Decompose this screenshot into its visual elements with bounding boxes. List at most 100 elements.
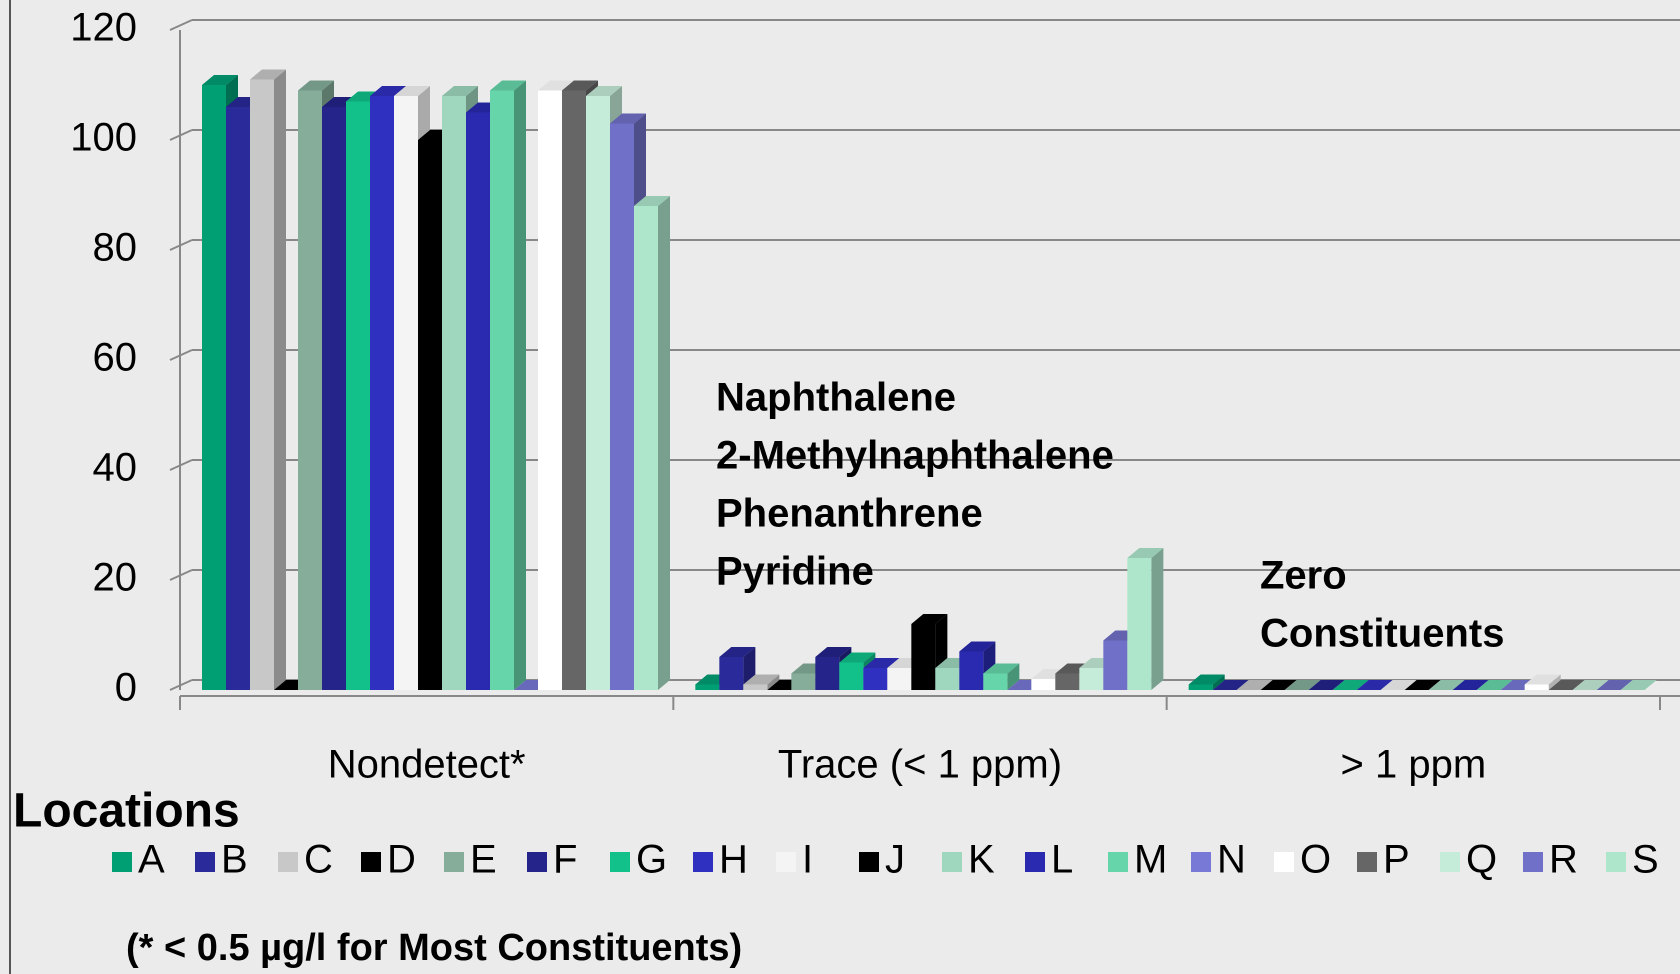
bar-front [863,668,888,690]
bar [743,674,780,690]
bar-front [935,668,960,690]
legend-swatch [942,852,962,872]
bar [1188,674,1225,690]
bar-top-shade [815,647,852,657]
annotation: Naphthalene [716,376,956,420]
bar-top-shade [1524,674,1561,685]
bar-front [490,90,514,690]
legend-label: N [1217,838,1246,882]
legend-swatch [195,852,215,872]
grid-line [169,19,193,31]
bar-side-shade [1212,674,1225,690]
bar-top-shade [1620,680,1657,690]
bar-front [250,79,274,690]
bar-top [610,113,646,124]
legend-label: O [1300,838,1331,882]
bar-top-shade [610,113,646,124]
y-tick-label: 0 [115,666,137,710]
bar-top-shade [983,663,1020,674]
bar-front [1188,684,1213,690]
bar [719,647,756,690]
y-tick-label: 40 [93,446,138,490]
legend-swatch [444,852,464,872]
plot: 0 20 40 60 80 100 120 Nondetect* Trace (< 1 ppm)… [70,6,1680,882]
legend-swatch [859,852,879,872]
bar [911,614,948,690]
bar-front [562,90,586,690]
bar-top [959,641,996,652]
bar-front [322,107,346,690]
bar-front [1524,684,1549,690]
bar-top-shade [1188,674,1225,685]
bar-front [466,112,490,690]
bar [1127,548,1164,690]
legend-swatch [278,852,298,872]
legend-label: H [719,838,748,882]
bar-top-shade [490,80,526,91]
grid-line [169,569,193,581]
bar [634,196,670,690]
bar-top [719,647,756,657]
bar-front [442,96,466,690]
bar-front [298,90,322,690]
bar-top-shade [719,647,756,657]
legend-swatch [527,852,547,872]
legend-swatch [112,852,132,872]
bar-side-shade [514,80,526,690]
bar-side-shade [767,674,780,690]
y-tick-label: 60 [93,336,138,380]
legend-label: E [470,838,497,882]
annotation: Phenanthrene [716,492,983,536]
bar-front [538,90,562,690]
y-tick-label: 80 [93,226,138,270]
bar-front [202,85,226,690]
x-tick-label: Nondetect* [328,743,526,787]
legend-label: L [1051,838,1073,882]
footnote: (* < 0.5 µg/l for Most Constituents) [126,927,742,969]
legend-swatch [1025,852,1045,872]
bar-top [634,196,670,206]
legend-swatch [610,852,630,872]
grid-line [169,239,193,251]
bar-front [815,657,840,690]
bar-side [658,196,670,690]
bar-top [442,86,478,96]
y-tick-label: 100 [70,116,137,160]
bar-side [514,80,526,690]
bar-top [983,663,1020,674]
legend-label: A [138,838,165,882]
grid-line [169,129,193,141]
bar-front [370,96,394,690]
bar-top [298,80,334,91]
legend-label: J [885,838,905,882]
bar-side-shade [1548,674,1561,690]
bar-top [815,647,852,657]
bar-front [586,96,610,690]
legend-title: Locations [13,785,240,838]
bar-side [1548,674,1561,690]
bar-top [1524,674,1561,685]
annotation: 2-Methylnaphthalene [716,434,1114,478]
legend-swatch [1357,852,1377,872]
bar-front [418,140,442,690]
bar-top-shade [562,80,598,91]
bar-front [839,662,864,690]
legend-swatch [693,852,713,872]
bar-top-shade [250,69,286,80]
bar-front [634,206,658,690]
bar-front [911,624,936,690]
legend-label: P [1383,838,1410,882]
bar-top-shade [959,641,996,652]
legend-swatch [1274,852,1294,872]
bar-front [226,107,250,690]
bar-front [695,684,720,690]
legend-label: S [1632,838,1659,882]
legend-label: F [553,838,577,882]
legend-label: R [1549,838,1578,882]
legend-label: Q [1466,838,1497,882]
bar-top [202,75,238,85]
bar-front [791,673,816,690]
bar-front [394,96,418,690]
bar-front [346,101,370,690]
